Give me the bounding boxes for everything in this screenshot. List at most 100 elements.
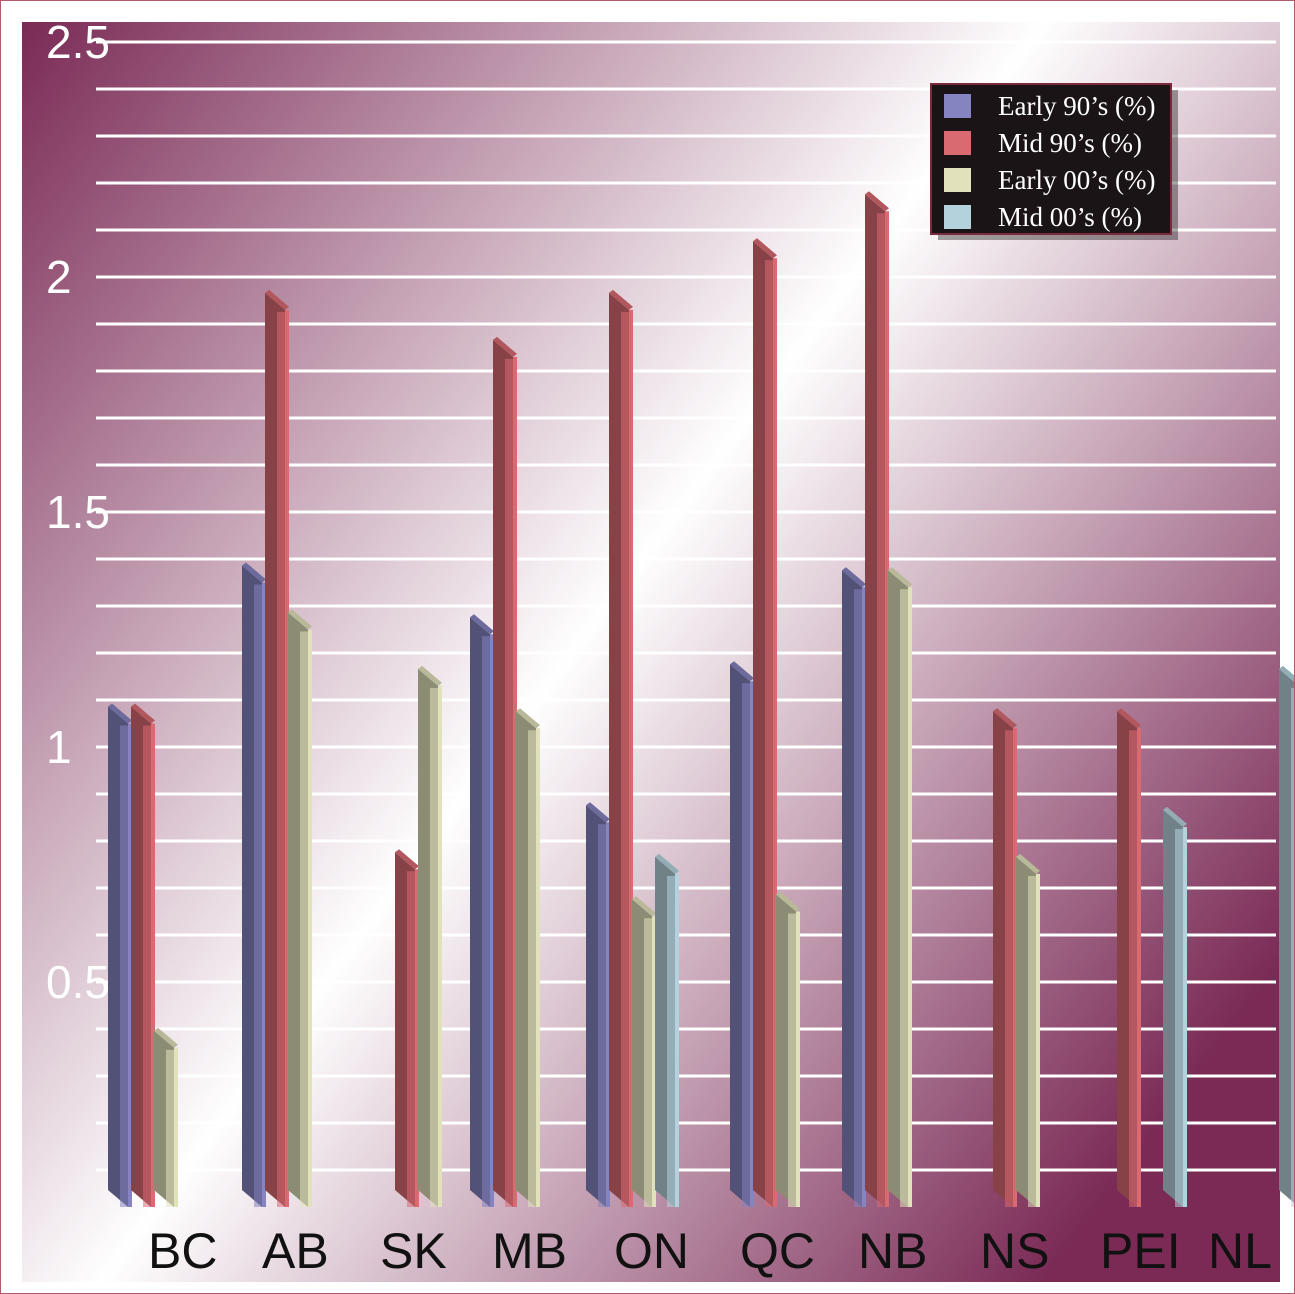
bar-top [730,661,754,682]
bar [1279,665,1295,1207]
bar-front [438,685,442,1207]
bar-top [776,891,800,912]
bar-top [493,336,517,357]
bar-top [288,609,312,630]
x-tick-label: AB [262,1223,329,1279]
bar-highlight [1005,730,1013,1207]
legend-label: Early 00’s (%) [998,165,1155,195]
bar-top [470,614,494,635]
bar [493,336,517,1207]
bar [842,567,866,1207]
bar-front [308,629,312,1207]
bar-highlight [1129,730,1137,1207]
legend-label: Early 90’s (%) [998,91,1155,121]
bar-front [862,587,866,1207]
bar [470,614,494,1207]
legend-swatch [944,168,971,192]
bar-highlight [407,871,415,1207]
bar-front [629,309,633,1207]
bar-top [753,238,777,259]
bar-highlight [277,311,285,1207]
x-tick-label: MB [492,1223,567,1279]
bar [242,562,266,1207]
bar [418,665,442,1207]
bar-front [1183,826,1187,1207]
bar-top [131,703,155,724]
bar [730,661,754,1207]
legend-item: Early 00’s (%) [944,165,1155,195]
bar-highlight [877,213,885,1207]
legend-label: Mid 00’s (%) [998,202,1142,232]
bar-highlight [1291,687,1295,1207]
bar [993,708,1017,1207]
bar [516,708,540,1207]
bar [1163,806,1187,1207]
bar [865,191,889,1207]
legend-items: Early 90’s (%) Mid 90’s (%) Early 00’s (%)… [944,91,1155,232]
bar-front [490,634,494,1207]
bar-highlight [482,636,490,1207]
y-axis-ticks: 0.5 1 1.5 2 2.5 [46,16,110,1008]
bar-top [108,703,132,724]
x-tick-label: ON [614,1223,689,1279]
bar-top [586,802,610,823]
bar-top [516,708,540,729]
bar-front [151,723,155,1207]
bar-front [1036,873,1040,1207]
bar-top [242,562,266,583]
bar [288,609,312,1207]
bar-top [1279,665,1295,683]
bar-top [655,853,679,874]
bar-highlight [667,875,675,1207]
bar-front [1137,728,1141,1207]
bar-highlight [166,1049,174,1207]
bar-highlight [430,687,438,1207]
bar-highlight [143,725,151,1207]
bar-highlight [742,683,750,1207]
legend-item: Mid 90’s (%) [944,128,1142,158]
bar [776,891,800,1207]
legend-item: Mid 00’s (%) [944,202,1142,232]
bar [753,238,777,1207]
x-tick-label: SK [380,1223,447,1279]
bar-top [993,708,1017,729]
y-tick-label: 2.5 [46,16,110,68]
bar-highlight [788,913,796,1207]
legend-swatch [944,131,971,155]
y-tick-label: 0.5 [46,956,110,1008]
bar-front [536,728,540,1207]
bar-top [865,191,889,212]
bar [265,289,289,1207]
bar-top [395,849,419,870]
x-tick-label: NB [858,1223,927,1279]
x-tick-label: QC [740,1223,815,1279]
bar [395,849,419,1207]
y-tick-label: 1.5 [46,486,110,538]
bar-highlight [254,584,262,1207]
bar-front [773,258,777,1207]
bar-top [842,567,866,588]
bar-front [262,582,266,1207]
bar-highlight [120,725,128,1207]
bar-top [609,289,633,310]
bar [1016,853,1040,1207]
bars [108,191,1295,1207]
bar-front [675,873,679,1207]
bar-front [513,356,517,1207]
bar-front [174,1047,178,1207]
bar-top [265,289,289,310]
legend-swatch [944,205,971,229]
bar-highlight [1028,875,1036,1207]
bar-highlight [598,824,606,1207]
bar-top [632,896,656,917]
bar [632,896,656,1207]
bar-front [606,822,610,1207]
x-tick-label: PEI [1100,1223,1181,1279]
bar [586,802,610,1207]
bar [655,853,679,1207]
bar [108,703,132,1207]
bar-top [1117,708,1141,729]
bar-highlight [505,358,513,1207]
